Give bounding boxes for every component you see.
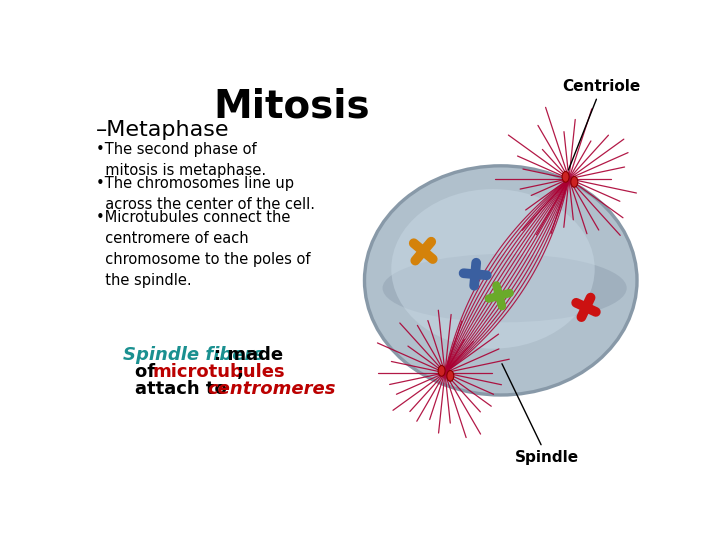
Ellipse shape	[447, 370, 454, 381]
Ellipse shape	[571, 177, 578, 187]
Text: of: of	[135, 363, 161, 381]
Ellipse shape	[363, 164, 639, 397]
Text: Mitosis: Mitosis	[213, 88, 370, 126]
Ellipse shape	[365, 166, 636, 394]
Text: attach to: attach to	[135, 380, 233, 398]
Text: Spindle: Spindle	[502, 364, 580, 465]
Text: Centriole: Centriole	[562, 79, 641, 170]
Ellipse shape	[382, 254, 626, 322]
Text: : made: : made	[214, 346, 283, 364]
Text: microtubules: microtubules	[152, 363, 284, 381]
Text: centromeres: centromeres	[208, 380, 336, 398]
Text: •The chromosomes line up
  across the center of the cell.: •The chromosomes line up across the cent…	[96, 177, 315, 212]
Text: ;: ;	[238, 363, 244, 381]
Text: –Metaphase: –Metaphase	[96, 120, 230, 140]
Text: Spindle fibers: Spindle fibers	[122, 346, 264, 364]
Ellipse shape	[391, 189, 595, 349]
Ellipse shape	[438, 366, 445, 376]
Text: •The second phase of
  mitosis is metaphase.: •The second phase of mitosis is metaphas…	[96, 142, 266, 178]
Text: •Microtubules connect the
  centromere of each
  chromosome to the poles of
  th: •Microtubules connect the centromere of …	[96, 210, 311, 288]
Ellipse shape	[562, 171, 569, 182]
